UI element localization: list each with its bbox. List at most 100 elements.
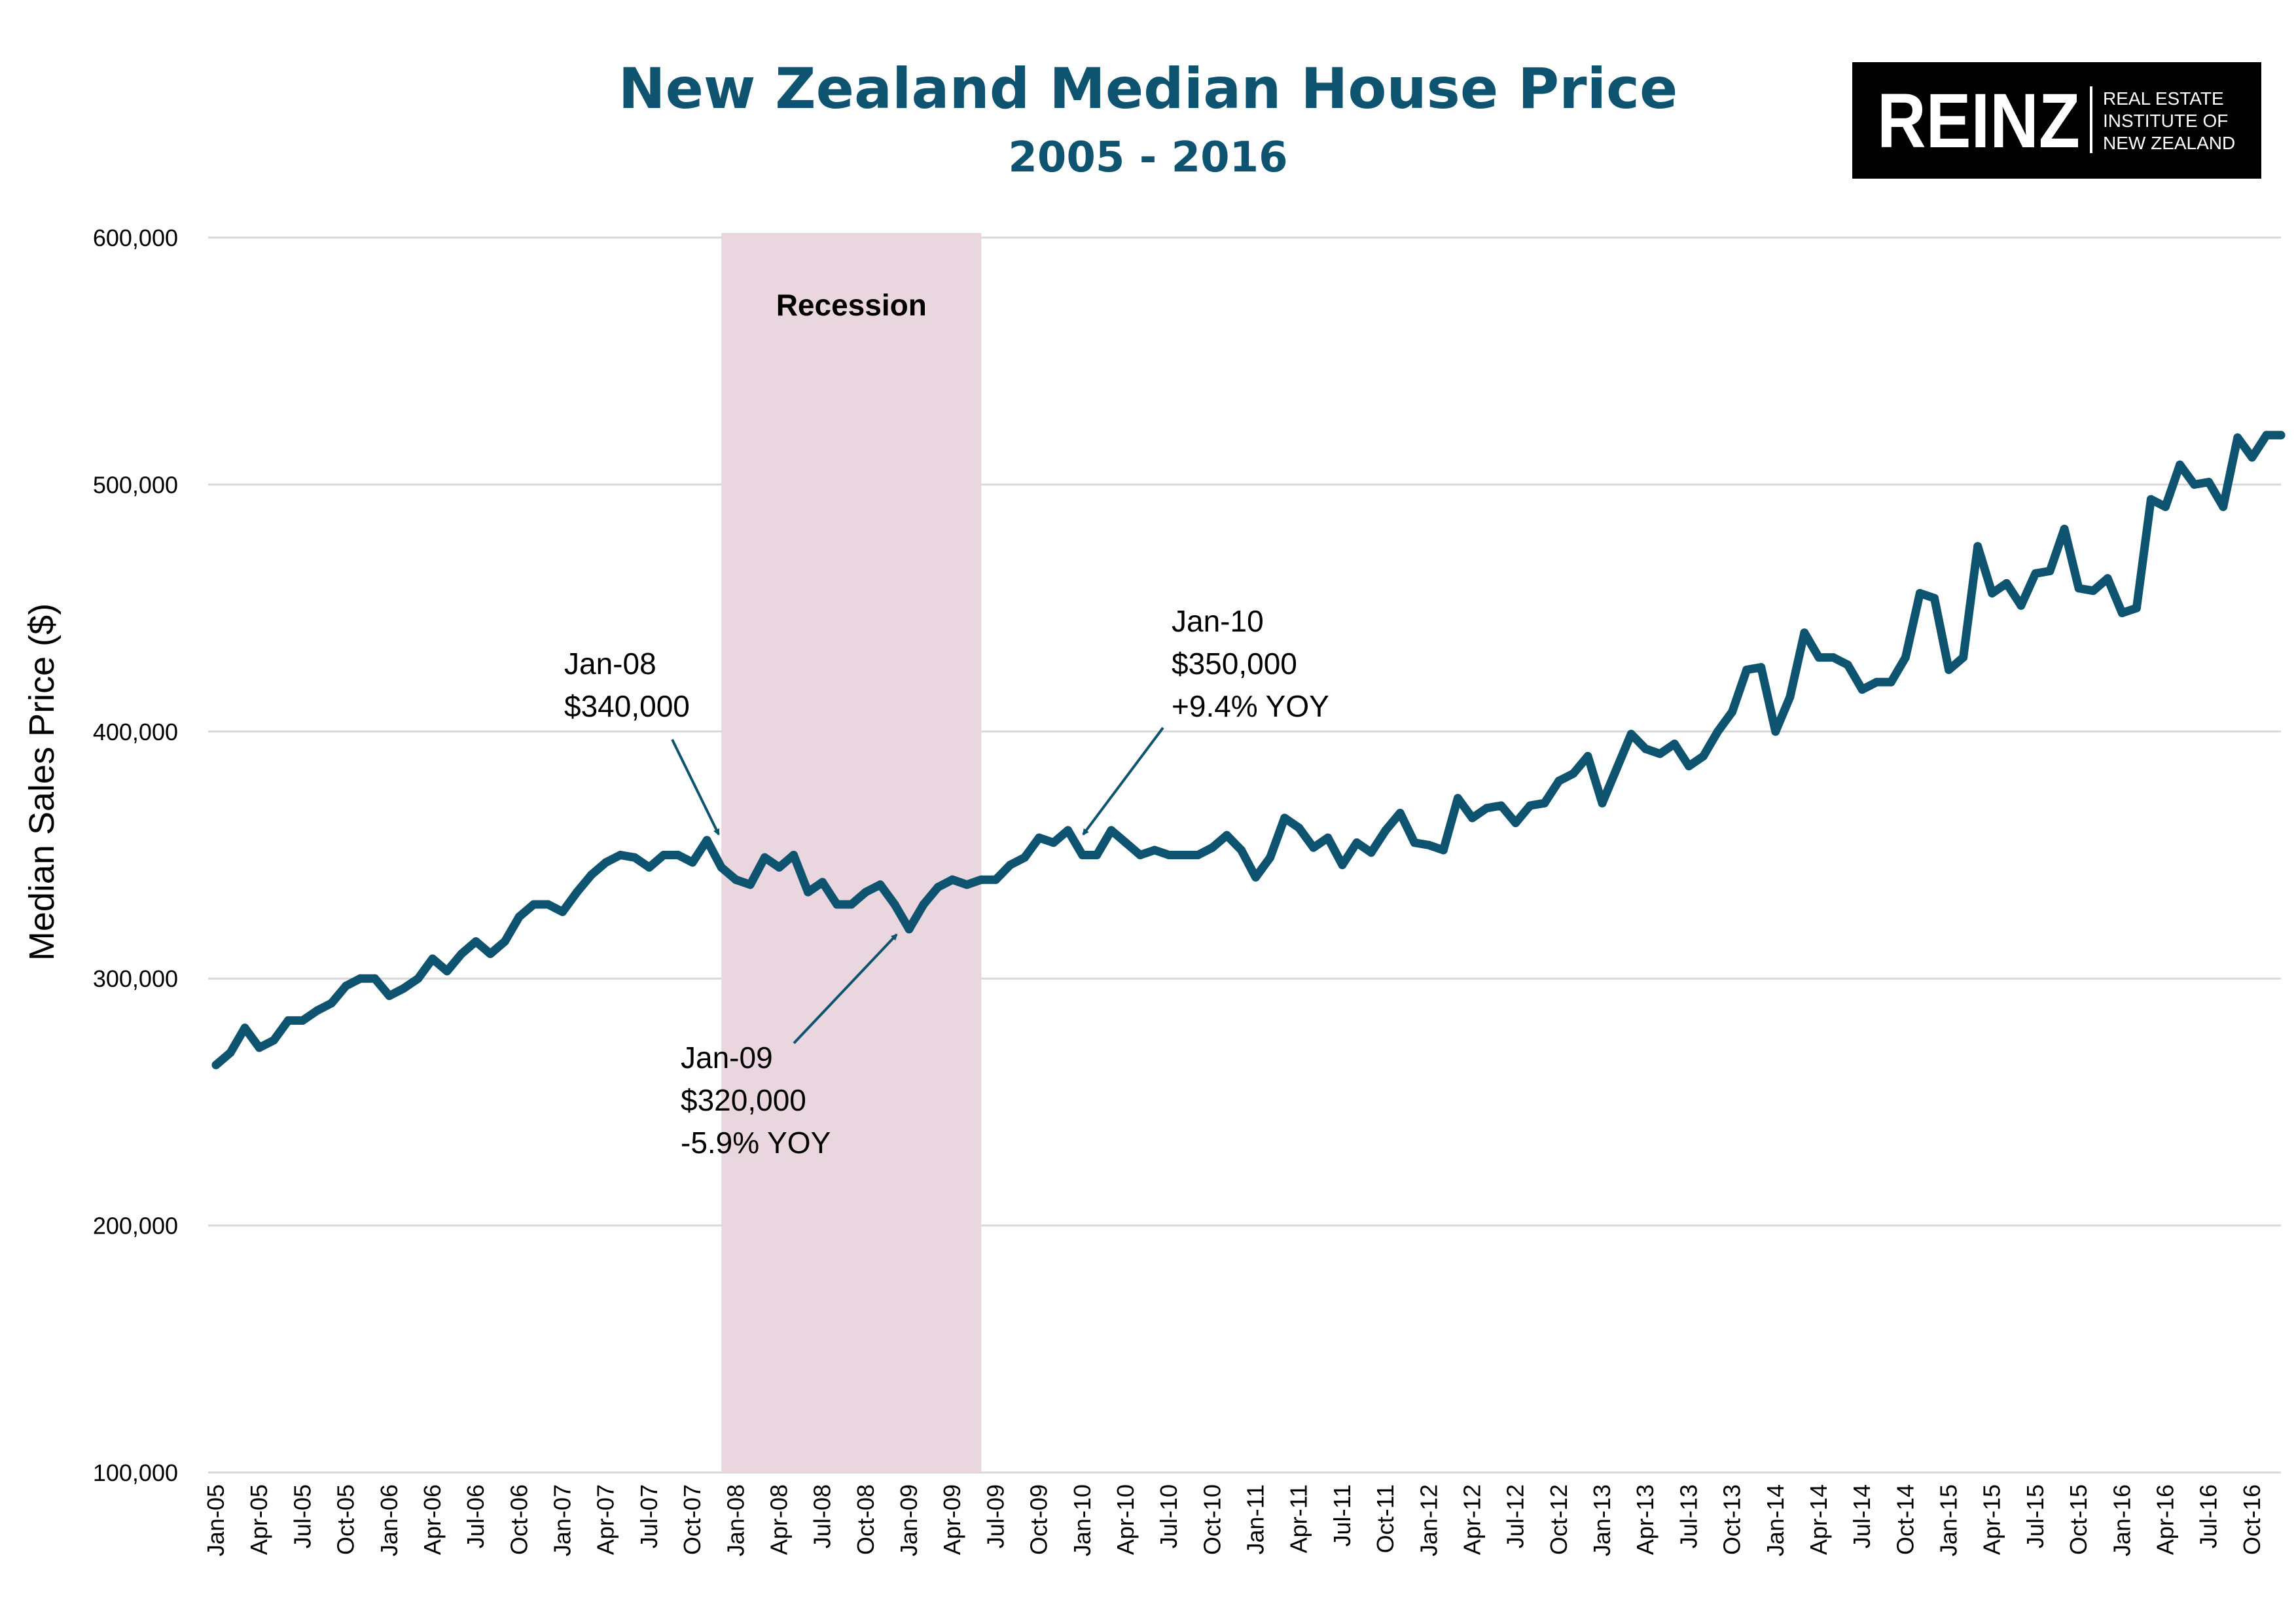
- data-point: [1338, 861, 1347, 870]
- x-tick-label: Oct-16: [2238, 1484, 2265, 1555]
- data-point: [2031, 569, 2040, 578]
- data-point: [2146, 495, 2155, 504]
- data-point: [645, 863, 654, 872]
- x-tick-label: Oct-15: [2065, 1484, 2092, 1555]
- y-tick-label: 300,000: [93, 965, 178, 992]
- x-tick-label: Jul-14: [1848, 1484, 1875, 1548]
- data-point: [1670, 740, 1679, 749]
- annotation-line: +9.4% YOY: [1172, 689, 1329, 723]
- data-point: [2219, 502, 2228, 511]
- x-tick-label: Jul-09: [982, 1484, 1009, 1548]
- x-tick-label: Oct-11: [1372, 1484, 1399, 1553]
- y-tick-label: 100,000: [93, 1459, 178, 1486]
- data-point: [688, 858, 697, 867]
- data-point: [2190, 480, 2199, 489]
- data-point: [1800, 628, 1809, 637]
- data-point: [269, 1036, 278, 1045]
- data-point: [1814, 653, 1823, 662]
- y-tick-label: 400,000: [93, 719, 178, 745]
- x-tick-label: Jul-07: [636, 1484, 662, 1548]
- data-point: [356, 974, 365, 983]
- data-point: [385, 991, 394, 1001]
- annotation-line: $320,000: [681, 1083, 806, 1117]
- data-point: [774, 863, 783, 872]
- x-tick-label: Jul-06: [462, 1484, 489, 1548]
- x-tick-label: Jan-05: [202, 1484, 229, 1556]
- data-point: [1439, 846, 1448, 855]
- x-tick-label: Jan-15: [1935, 1484, 1962, 1556]
- x-tick-label: Apr-05: [245, 1484, 272, 1555]
- data-point: [1988, 588, 1997, 597]
- data-point: [1453, 794, 1462, 803]
- data-point: [630, 853, 639, 862]
- data-point: [1641, 744, 1650, 753]
- data-point: [2161, 502, 2170, 511]
- reinz-logo-wordmark: REINZ: [1877, 78, 2080, 164]
- recession-label: Recession: [776, 288, 927, 322]
- data-point: [1713, 727, 1723, 736]
- data-point: [240, 1024, 249, 1033]
- data-point: [977, 875, 986, 884]
- chart-subtitle: 2005 - 2016: [1008, 134, 1287, 182]
- data-point: [587, 870, 596, 880]
- data-point: [1929, 594, 1939, 603]
- reinz-logo: REINZ REAL ESTATE INSTITUTE OF NEW ZEALA…: [1852, 62, 2261, 179]
- data-point: [933, 883, 942, 892]
- annotation-jan-10: Jan-10 $350,000 +9.4% YOY: [1082, 604, 1329, 836]
- data-point: [991, 875, 1000, 884]
- data-point: [370, 974, 380, 983]
- x-tick-label: Jul-10: [1155, 1484, 1182, 1548]
- x-tick-label: Jan-13: [1588, 1484, 1615, 1556]
- x-tick-label: Oct-13: [1719, 1484, 1746, 1555]
- data-point: [457, 949, 466, 958]
- data-point: [1107, 826, 1116, 835]
- x-tick-label: Jul-11: [1329, 1484, 1355, 1546]
- x-tick-label: Oct-10: [1198, 1484, 1225, 1555]
- x-tick-label: Oct-12: [1545, 1484, 1572, 1555]
- data-point: [414, 974, 423, 983]
- data-point: [226, 1048, 235, 1057]
- data-point: [2248, 453, 2257, 462]
- annotation-line: $340,000: [564, 689, 690, 723]
- data-point: [1886, 677, 1895, 687]
- x-tick-label: Apr-08: [765, 1484, 792, 1555]
- data-point: [486, 949, 495, 958]
- x-tick-label: Oct-09: [1026, 1484, 1052, 1555]
- data-point: [1959, 653, 1968, 662]
- data-point: [1829, 653, 1838, 662]
- x-tick-label: Jan-16: [2108, 1484, 2135, 1556]
- data-point: [1309, 843, 1318, 852]
- data-point: [2176, 460, 2185, 469]
- data-point: [2262, 431, 2271, 440]
- data-point: [1569, 769, 1578, 778]
- data-point: [1511, 818, 1520, 827]
- x-tick-label: Jan-06: [376, 1484, 403, 1556]
- data-point: [1410, 838, 1419, 847]
- y-tick-label: 500,000: [93, 471, 178, 498]
- data-point: [673, 851, 683, 859]
- data-point: [1612, 764, 1621, 773]
- annotation-arrow: [1082, 726, 1164, 836]
- reinz-logo-background: [1852, 62, 2261, 179]
- x-tick-label: Oct-07: [679, 1484, 706, 1555]
- data-point: [1193, 851, 1202, 859]
- x-tick-label: Jan-10: [1069, 1484, 1096, 1556]
- annotation-line: Jan-08: [564, 647, 656, 681]
- data-point: [1757, 663, 1766, 672]
- data-point: [573, 887, 582, 897]
- data-point: [2233, 433, 2242, 442]
- data-point: [2276, 431, 2286, 440]
- data-point: [1843, 660, 1852, 669]
- x-tick-label: Apr-09: [939, 1484, 965, 1555]
- data-point: [1973, 542, 1982, 551]
- x-tick-label: Apr-12: [1458, 1484, 1485, 1555]
- data-point: [1482, 804, 1492, 813]
- x-tick-label: Oct-05: [332, 1484, 359, 1555]
- data-point: [601, 858, 611, 867]
- data-point: [1150, 846, 1159, 855]
- data-point: [428, 954, 437, 963]
- data-point: [399, 984, 408, 993]
- y-axis-label: Median Sales Price ($): [22, 603, 62, 961]
- data-point: [1698, 752, 1708, 761]
- data-point: [1323, 833, 1333, 842]
